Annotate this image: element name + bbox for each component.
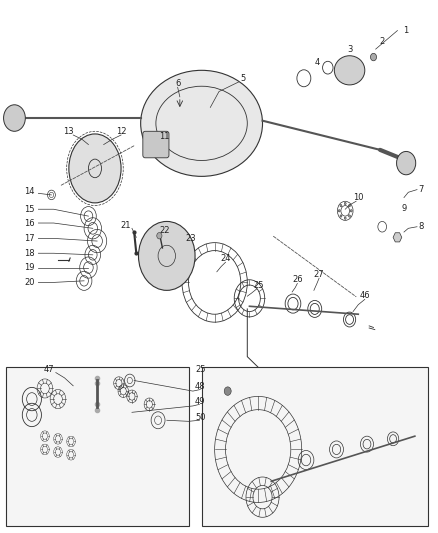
Circle shape [224, 387, 231, 395]
Text: 16: 16 [25, 219, 35, 228]
Circle shape [396, 151, 416, 175]
Circle shape [4, 105, 25, 131]
Circle shape [340, 215, 342, 217]
Text: 5: 5 [240, 74, 246, 83]
Circle shape [157, 232, 162, 239]
Circle shape [371, 53, 377, 61]
Ellipse shape [69, 134, 121, 203]
Text: 48: 48 [195, 382, 205, 391]
Text: 7: 7 [419, 185, 424, 194]
Text: 2: 2 [380, 37, 385, 46]
Text: 50: 50 [195, 413, 205, 422]
Circle shape [344, 217, 346, 219]
Text: 49: 49 [195, 397, 205, 406]
Text: 4: 4 [314, 58, 320, 67]
Text: 25: 25 [253, 280, 263, 289]
Text: 20: 20 [25, 278, 35, 287]
Circle shape [340, 205, 342, 207]
Text: 8: 8 [419, 222, 424, 231]
Circle shape [338, 209, 340, 212]
Text: 46: 46 [360, 291, 370, 300]
FancyBboxPatch shape [143, 131, 169, 158]
Text: 23: 23 [185, 235, 196, 244]
Text: 12: 12 [116, 127, 126, 136]
Text: 1: 1 [403, 26, 409, 35]
Text: 25: 25 [195, 366, 205, 374]
Text: 17: 17 [25, 234, 35, 243]
Text: 18: 18 [25, 249, 35, 258]
Circle shape [350, 209, 352, 212]
Polygon shape [393, 233, 402, 242]
Text: 15: 15 [25, 205, 35, 214]
Text: 24: 24 [220, 254, 231, 263]
Ellipse shape [141, 70, 262, 176]
Circle shape [349, 215, 350, 217]
Circle shape [349, 205, 350, 207]
Ellipse shape [334, 56, 365, 85]
Text: 27: 27 [314, 270, 325, 279]
Text: 22: 22 [159, 226, 170, 235]
Text: 21: 21 [120, 221, 131, 230]
Text: 10: 10 [353, 193, 364, 202]
Text: 11: 11 [159, 132, 170, 141]
Circle shape [138, 221, 195, 290]
Circle shape [344, 203, 346, 205]
Text: 47: 47 [44, 366, 55, 374]
Text: 6: 6 [175, 79, 180, 88]
Text: 14: 14 [25, 187, 35, 196]
Bar [6, 367, 188, 526]
Text: 26: 26 [292, 275, 303, 284]
Text: 9: 9 [401, 204, 406, 213]
Text: 19: 19 [25, 263, 35, 272]
Bar [201, 367, 428, 526]
Text: 13: 13 [64, 127, 74, 136]
Text: 3: 3 [347, 45, 352, 54]
